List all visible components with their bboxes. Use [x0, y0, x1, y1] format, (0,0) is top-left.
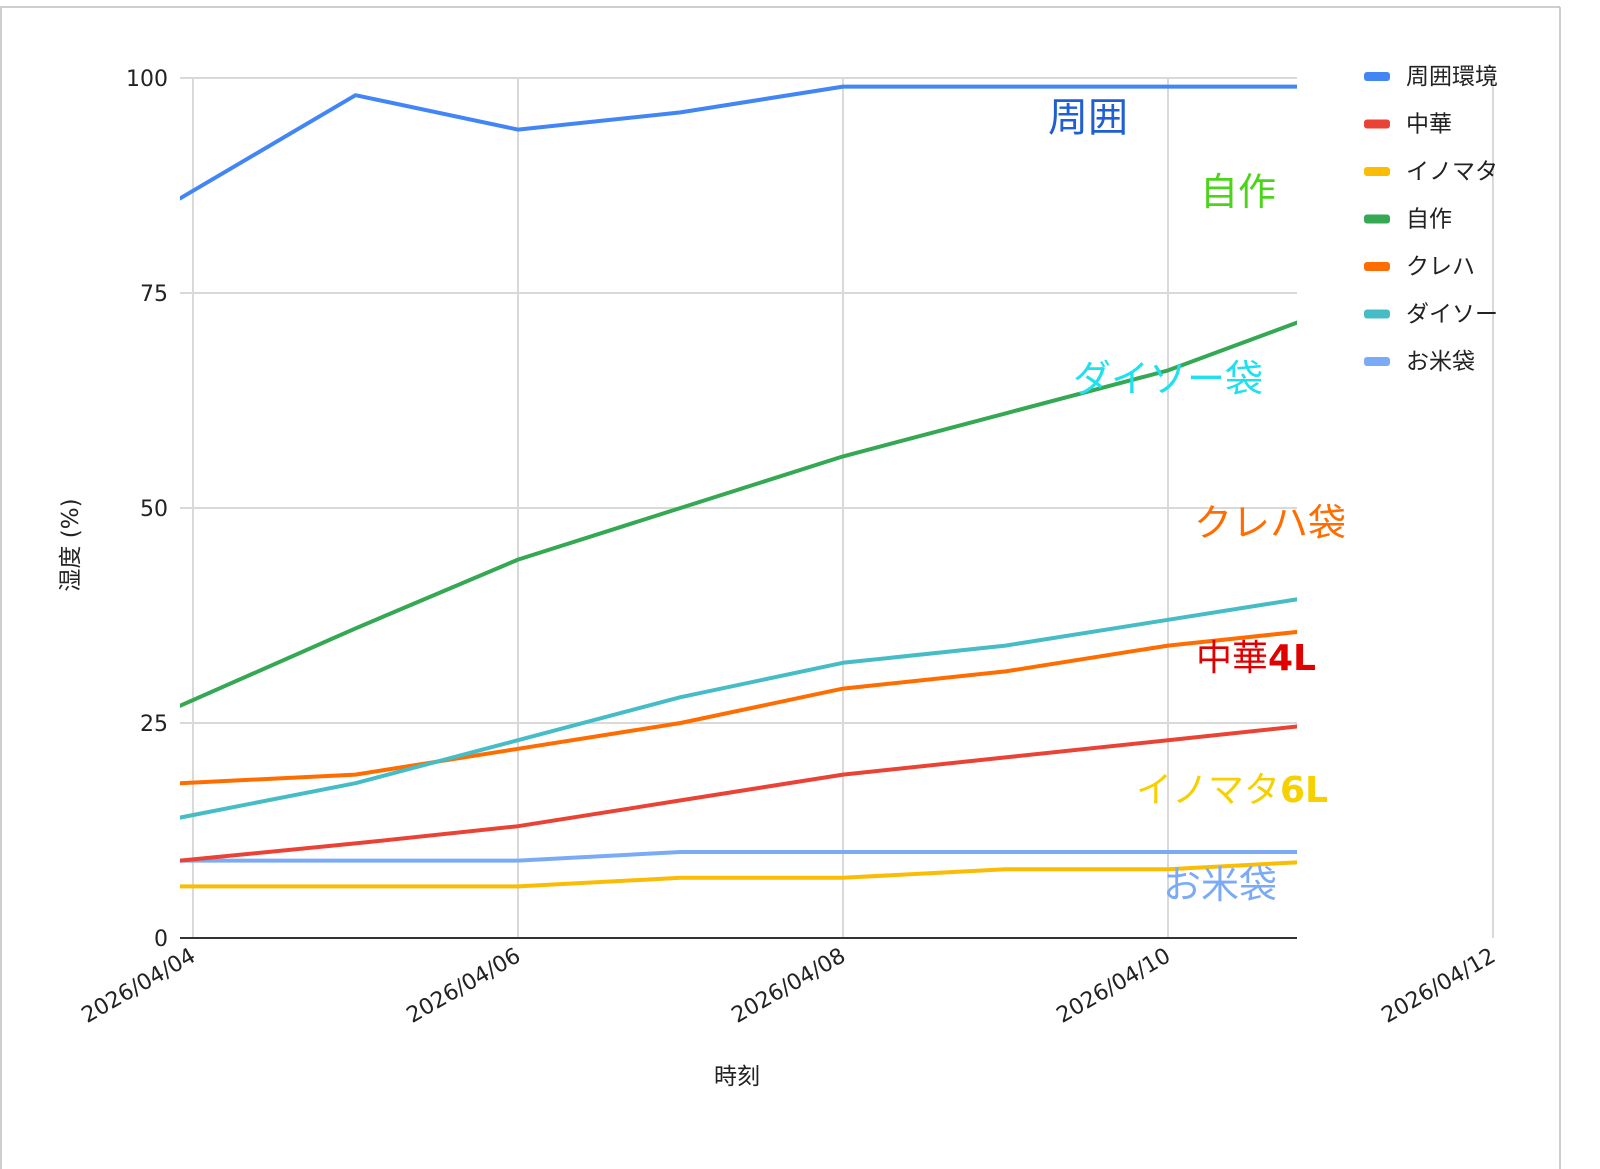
- legend-swatch: [1364, 167, 1390, 176]
- y-tick-label: 75: [140, 282, 168, 307]
- y-tick-label: 100: [126, 67, 168, 92]
- annotation-label: イノマタ6L: [1136, 770, 1328, 811]
- legend-label: 中華: [1406, 112, 1452, 138]
- line-series-7: [180, 850, 1297, 863]
- line-series-2: [180, 724, 1297, 863]
- legend-label: 自作: [1406, 207, 1452, 233]
- series-layer: [180, 84, 1297, 889]
- legend-label: イノマタ: [1406, 159, 1498, 185]
- legend-swatch: [1364, 72, 1390, 81]
- x-axis-title: 時刻: [714, 1064, 760, 1090]
- line-series-3: [180, 860, 1297, 889]
- annotation-label: お米袋: [1163, 863, 1277, 907]
- y-tick-label: 50: [140, 497, 168, 522]
- legend-label: 周囲環境: [1406, 64, 1498, 90]
- legend-swatch: [1364, 309, 1390, 319]
- y-tick-label: 0: [154, 927, 168, 952]
- y-tick-label: 25: [140, 712, 168, 737]
- line-series-6: [180, 597, 1297, 820]
- legend-label: クレハ: [1406, 254, 1475, 280]
- line-series-4: [180, 320, 1297, 708]
- legend-swatch: [1364, 357, 1390, 366]
- y-axis-title: 湿度 (%): [58, 498, 84, 591]
- annotation-label: 自作: [1200, 170, 1276, 214]
- grid-layer: [180, 77, 1494, 938]
- legend-label: お米袋: [1406, 349, 1475, 375]
- legend-label: ダイソー: [1406, 302, 1498, 328]
- annotation-label: 中華4L: [1196, 638, 1316, 679]
- legend-swatch: [1364, 119, 1390, 129]
- line-series-1: [180, 84, 1297, 201]
- line-series-5: [180, 629, 1297, 786]
- annotation-label: 周囲: [1048, 95, 1128, 141]
- legend-swatch: [1364, 262, 1390, 271]
- annotation-label: ダイソー袋: [1073, 357, 1263, 401]
- annotation-label: クレハ袋: [1194, 501, 1346, 545]
- legend-swatch: [1364, 214, 1390, 224]
